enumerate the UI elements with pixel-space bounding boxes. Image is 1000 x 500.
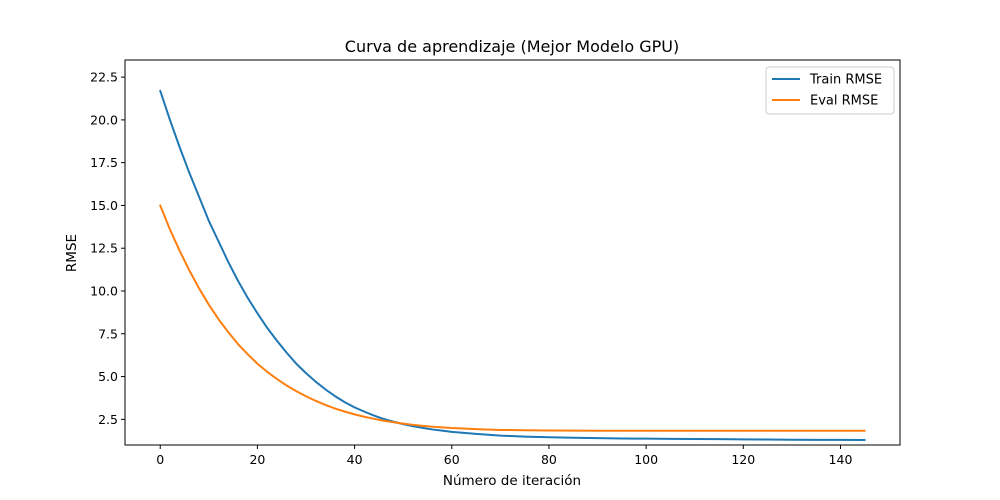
x-tick-label: 60 <box>444 452 460 467</box>
y-axis-label: RMSE <box>64 234 80 272</box>
chart-title: Curva de aprendizaje (Mejor Modelo GPU) <box>345 37 679 56</box>
x-axis-label: Número de iteración <box>443 473 581 489</box>
y-tick-label: 20.0 <box>90 112 118 127</box>
y-axis: 2.5 5.0 7.5 10.0 12.5 15.0 17.5 20.0 22.5 <box>90 70 125 427</box>
x-tick-label: 40 <box>347 452 363 467</box>
series-train-rmse-line <box>159 89 866 442</box>
y-tick-label: 5.0 <box>98 369 118 384</box>
y-tick-label: 2.5 <box>98 412 118 427</box>
y-tick-label: 17.5 <box>90 155 118 170</box>
axes-frame <box>124 59 901 446</box>
x-tick-label: 120 <box>731 452 755 467</box>
y-tick-label: 12.5 <box>90 241 118 256</box>
y-tick-label: 22.5 <box>90 70 118 85</box>
series-layer <box>159 89 866 442</box>
x-tick-label: 140 <box>829 452 853 467</box>
legend-label-eval: Eval RMSE <box>810 94 878 109</box>
x-axis: 0 20 40 60 80 100 120 140 <box>156 445 852 467</box>
x-tick-label: 100 <box>634 452 658 467</box>
y-tick-label: 7.5 <box>98 326 118 341</box>
x-tick-label: 80 <box>541 452 557 467</box>
legend: Train RMSE Eval RMSE <box>765 66 895 115</box>
y-tick-label: 10.0 <box>90 284 118 299</box>
legend-label-train: Train RMSE <box>809 73 882 88</box>
x-tick-label: 0 <box>156 452 164 467</box>
y-tick-label: 15.0 <box>90 198 118 213</box>
x-tick-label: 20 <box>249 452 265 467</box>
series-eval-rmse-line <box>159 204 866 432</box>
